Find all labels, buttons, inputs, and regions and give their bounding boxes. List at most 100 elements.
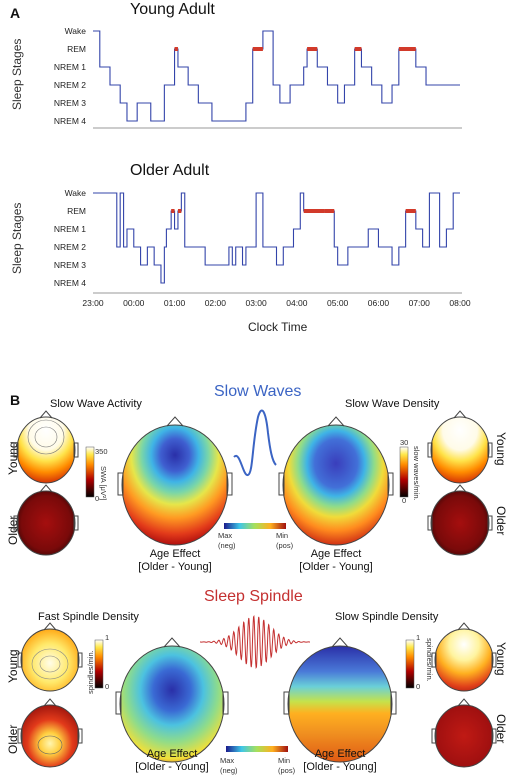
time-tick-label: 01:00 — [163, 298, 186, 308]
slow-wave-trace — [233, 409, 277, 477]
rem-segment — [307, 47, 318, 51]
swa-title: Slow Wave Activity — [50, 398, 142, 410]
sleep-spindle-title: Sleep Spindle — [204, 588, 303, 605]
older-stage-label: NREM 1 — [53, 224, 86, 234]
fast-older-young-label: [Older - Young] — [135, 761, 209, 773]
rem-segment — [303, 209, 325, 213]
older-stage-label: NREM 4 — [53, 278, 86, 288]
fast-colorbar — [94, 639, 104, 689]
fast-min-label: 0 — [105, 682, 110, 691]
rem-segment — [252, 47, 263, 51]
swa-colorbar — [85, 446, 95, 498]
slow-min-label: 0 — [416, 682, 421, 691]
clock-time-label: Clock Time — [248, 320, 308, 334]
rem-segment — [398, 47, 416, 51]
sw-max-label: Max — [218, 531, 233, 540]
swd-age-effect-label: Age Effect — [310, 548, 362, 560]
slow-colorbar — [405, 639, 415, 689]
young-stage-label: NREM 1 — [53, 62, 86, 72]
rem-segment — [174, 47, 178, 51]
time-tick-label: 02:00 — [204, 298, 226, 308]
fast-older-head — [17, 698, 83, 768]
rem-segment — [405, 209, 416, 213]
swd-young-head — [427, 410, 493, 484]
slow-age-effect-caption: Age Effect [Older - Young] — [275, 748, 405, 774]
young-stage-label: NREM 3 — [53, 98, 86, 108]
swa-older-head — [13, 484, 79, 556]
fast-unit-label: spindles/min. — [86, 650, 95, 694]
rem-segment — [354, 47, 362, 51]
swa-age-effect-head — [117, 416, 233, 546]
swd-age-effect-head — [278, 416, 394, 546]
older-stage-label: REM — [67, 206, 86, 216]
time-tick-label: 05:00 — [327, 298, 349, 308]
slow-waves-title: Slow Waves — [214, 383, 302, 400]
young-stage-label: Wake — [64, 26, 86, 36]
young-stage-label: NREM 2 — [53, 80, 86, 90]
slow-older-head — [431, 698, 497, 768]
fast-age-effect-head — [115, 637, 229, 763]
sp-min-label: Min — [278, 756, 291, 765]
slow-waves-figure — [13, 409, 493, 556]
fast-spindle-title: Fast Spindle Density — [38, 611, 139, 623]
young-stage-label: REM — [67, 44, 86, 54]
rem-segment — [177, 209, 182, 213]
sw-max-sub: (neg) — [218, 541, 236, 550]
swa-max-label: 350 — [95, 447, 108, 456]
slow-older-young-label: [Older - Young] — [303, 761, 377, 773]
slow-spindle-title: Slow Spindle Density — [335, 611, 439, 623]
older-adult-title: Older Adult — [130, 162, 210, 179]
time-tick-label: 06:00 — [367, 298, 390, 308]
time-tick-label: 04:00 — [286, 298, 308, 308]
slow-age-effect-head — [283, 637, 397, 763]
spindle-trace — [200, 615, 310, 669]
time-tick-label: 00:00 — [123, 298, 145, 308]
older-hypnogram — [93, 192, 460, 284]
sw-min-sub: (pos) — [276, 541, 294, 550]
hypnogram-line — [93, 30, 460, 122]
swa-age-effect-label: Age Effect — [149, 548, 201, 560]
sp-diff-colorbar — [226, 746, 288, 752]
swd-age-effect-caption: Age Effect [Older - Young] — [271, 548, 401, 574]
young-adult-title: Young Adult — [130, 1, 215, 18]
older-stage-label: NREM 3 — [53, 260, 86, 270]
slow-young-head — [431, 622, 497, 692]
swd-older-young-label: [Older - Young] — [299, 561, 373, 573]
sp-min-sub: (pos) — [278, 766, 296, 775]
rem-segment — [171, 209, 175, 213]
swd-min-label: 0 — [402, 496, 407, 505]
time-tick-label: 08:00 — [449, 298, 471, 308]
slow-unit-label: spindles/min. — [425, 638, 434, 682]
fast-max-label: 1 — [105, 633, 110, 642]
sw-diff-colorbar — [224, 523, 286, 529]
time-tick-label: 03:00 — [245, 298, 267, 308]
slow-max-label: 1 — [416, 633, 421, 642]
hypnogram-svg — [93, 30, 462, 294]
swa-young-head — [13, 410, 79, 484]
swa-min-label: 0 — [95, 494, 100, 503]
panel-a-letter: A — [10, 5, 21, 21]
spindle-figure — [17, 615, 497, 768]
sp-max-label: Max — [220, 756, 235, 765]
rem-segment — [324, 209, 335, 213]
swd-colorbar — [399, 446, 409, 498]
fast-young-head — [17, 622, 83, 692]
swd-title: Slow Wave Density — [345, 398, 440, 410]
panel-b-letter: B — [10, 392, 21, 408]
swd-unit-label: slow waves/min. — [412, 446, 421, 501]
young-stage-label: NREM 4 — [53, 116, 86, 126]
swa-age-effect-caption: Age Effect [Older - Young] — [110, 548, 240, 574]
swa-unit-label: SWA [μV²] — [99, 466, 108, 501]
older-stage-label: NREM 2 — [53, 242, 86, 252]
fast-age-effect-caption: Age Effect [Older - Young] — [107, 748, 237, 774]
older-stage-label: Wake — [64, 188, 86, 198]
hypnogram-line — [93, 192, 460, 284]
swa-older-young-label: [Older - Young] — [138, 561, 212, 573]
sp-max-sub: (neg) — [220, 766, 238, 775]
sw-min-label: Min — [276, 531, 289, 540]
slow-age-effect-label: Age Effect — [314, 748, 366, 760]
fast-age-effect-label: Age Effect — [146, 748, 198, 760]
swd-max-label: 30 — [400, 438, 409, 447]
time-tick-label: 07:00 — [408, 298, 430, 308]
time-tick-label: 23:00 — [82, 298, 104, 308]
